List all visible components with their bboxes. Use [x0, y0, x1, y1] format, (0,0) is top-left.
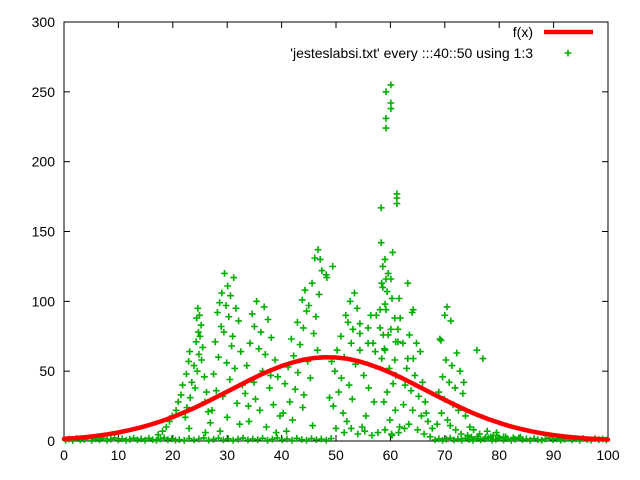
- x-tick-label: 20: [165, 447, 181, 463]
- x-tick-label: 100: [596, 447, 620, 463]
- y-tick-label: 300: [32, 14, 56, 30]
- x-tick-label: 60: [383, 447, 399, 463]
- y-tick-label: 150: [32, 224, 56, 240]
- x-tick-label: 30: [219, 447, 235, 463]
- curve-fx: [61, 354, 611, 442]
- x-tick-label: 70: [437, 447, 453, 463]
- x-tick-label: 0: [60, 447, 68, 463]
- legend-label-fx: f(x): [513, 24, 533, 40]
- x-tick-label: 50: [328, 447, 344, 463]
- y-tick-label: 50: [39, 363, 55, 379]
- legend-label-datafile: 'jesteslabsi.txt' every :::40::50 using …: [290, 45, 533, 61]
- y-tick-label: 100: [32, 293, 56, 309]
- x-tick-label: 40: [274, 447, 290, 463]
- y-tick-label: 200: [32, 154, 56, 170]
- x-tick-label: 10: [111, 447, 127, 463]
- legend-sample-plus: [564, 49, 572, 57]
- x-tick-label: 90: [546, 447, 562, 463]
- y-tick-label: 250: [32, 84, 56, 100]
- y-tick-label: 0: [47, 433, 55, 449]
- x-tick-label: 80: [491, 447, 507, 463]
